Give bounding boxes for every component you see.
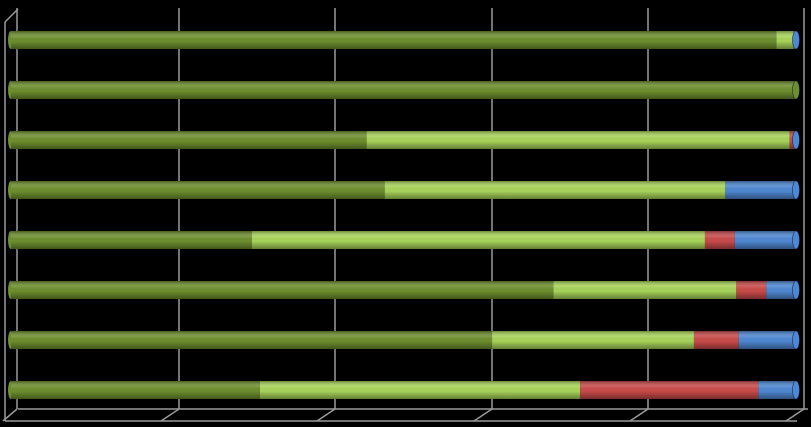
bar-shading	[11, 181, 796, 199]
bar-cap-right	[792, 180, 800, 200]
floor-line	[785, 408, 805, 422]
bar-shading	[11, 81, 796, 99]
floor-line	[629, 408, 649, 422]
bar-group	[8, 130, 800, 150]
floor-line	[473, 408, 493, 422]
axis-line	[4, 8, 19, 23]
bar-group	[8, 330, 800, 350]
bar-shading	[11, 231, 796, 249]
bar-group	[8, 280, 800, 300]
bar-cap-right	[792, 30, 800, 50]
bar-shading	[11, 381, 796, 399]
bar-cap-right	[792, 280, 800, 300]
bar-group	[8, 80, 800, 100]
bar-cap-right	[792, 380, 800, 400]
bar-shading	[11, 131, 796, 149]
floor-line	[160, 408, 180, 422]
bar-shading	[11, 281, 796, 299]
bar-cap-right	[792, 80, 800, 100]
chart-frame	[2, 8, 808, 422]
bar-cap-right	[792, 130, 800, 150]
bar-group	[8, 180, 800, 200]
bar-group	[8, 230, 800, 250]
chart-bars	[8, 30, 800, 400]
bar-shading	[11, 31, 796, 49]
floor-line	[316, 408, 336, 422]
bar-group	[8, 30, 800, 50]
bar-group	[8, 380, 800, 400]
bar-shading	[11, 331, 796, 349]
bar-cap-right	[792, 230, 800, 250]
bar-cap-right	[792, 330, 800, 350]
